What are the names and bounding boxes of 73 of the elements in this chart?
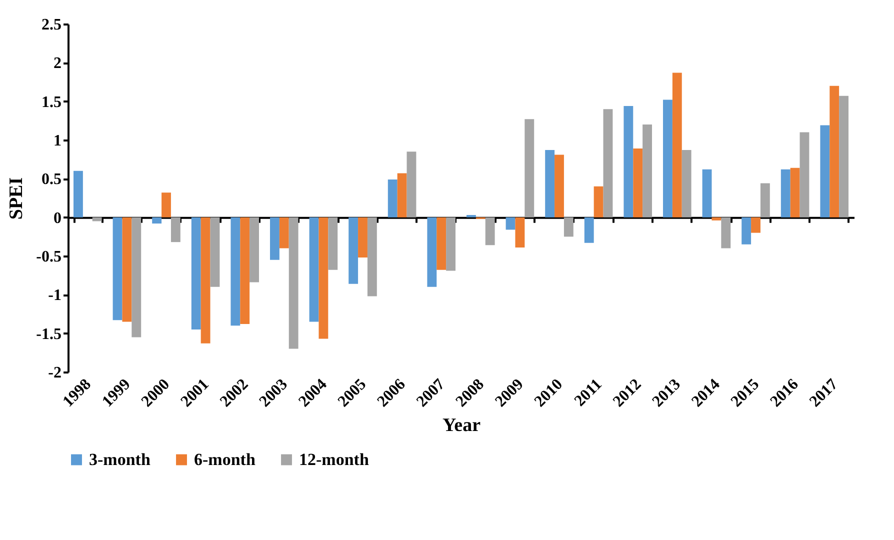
- bar: [633, 148, 643, 218]
- bar: [230, 217, 240, 326]
- y-tick-label: -1: [48, 287, 62, 304]
- bar: [584, 217, 594, 243]
- y-tick-label: 0: [54, 210, 62, 227]
- bar: [348, 217, 358, 284]
- bar: [682, 150, 692, 218]
- bar: [712, 217, 722, 220]
- bar: [132, 217, 142, 338]
- bar: [751, 217, 760, 233]
- bar: [624, 106, 634, 218]
- bar: [122, 217, 132, 322]
- bar: [427, 217, 437, 287]
- bar: [663, 100, 672, 218]
- y-tick-label: 1: [54, 132, 62, 150]
- bar: [554, 154, 564, 218]
- bar: [790, 168, 800, 218]
- bar: [839, 96, 848, 218]
- bar: [564, 217, 574, 237]
- bar: [672, 72, 682, 218]
- x-tick-label: 2011: [571, 376, 606, 410]
- bar: [760, 183, 770, 218]
- bar: [358, 217, 368, 258]
- bar: [721, 217, 731, 248]
- bar: [112, 217, 122, 320]
- bar: [170, 217, 180, 242]
- bar: [742, 217, 752, 244]
- bar: [642, 124, 652, 218]
- legend-label: 12-month: [299, 450, 370, 469]
- bar: [485, 217, 495, 246]
- bar: [594, 186, 604, 218]
- bar: [436, 217, 446, 270]
- y-tick-label: -2: [48, 364, 62, 382]
- y-tick-label: -0.5: [36, 248, 62, 266]
- bar: [515, 217, 525, 248]
- bar: [318, 217, 328, 339]
- y-tick-label: 0.5: [42, 171, 62, 188]
- bar: [92, 217, 102, 222]
- legend-label: 3-month: [89, 450, 151, 469]
- bar: [328, 217, 338, 270]
- bar: [270, 217, 280, 260]
- bar: [397, 173, 407, 218]
- legend-label: 6-month: [194, 450, 256, 469]
- bar: [388, 179, 398, 218]
- bar: [250, 217, 259, 282]
- bar: [152, 217, 162, 224]
- y-tick-label: 1.5: [42, 94, 62, 111]
- bar: [780, 169, 790, 218]
- bar: [210, 217, 220, 287]
- bar: [162, 192, 171, 218]
- bar: [800, 132, 810, 218]
- bar: [74, 170, 83, 218]
- bar: [545, 150, 555, 218]
- y-tick-label: 2: [54, 55, 62, 72]
- bar: [820, 125, 830, 218]
- y-axis-title: SPEI: [6, 177, 28, 220]
- y-tick-label: -1.5: [36, 326, 62, 343]
- bar: [367, 217, 377, 296]
- bar: [200, 217, 210, 344]
- bar: [830, 86, 840, 218]
- bar: [288, 217, 298, 349]
- bar: [524, 119, 534, 218]
- bar: [309, 217, 319, 322]
- bar: [446, 217, 456, 271]
- bar: [279, 217, 289, 248]
- bar: [191, 217, 201, 330]
- bar: [240, 217, 250, 324]
- y-tick-label: 2.5: [42, 16, 62, 34]
- bar: [603, 109, 613, 218]
- bar: [506, 217, 516, 230]
- bar: [406, 152, 416, 218]
- bar: [702, 169, 712, 218]
- x-axis-title: Year: [442, 414, 482, 436]
